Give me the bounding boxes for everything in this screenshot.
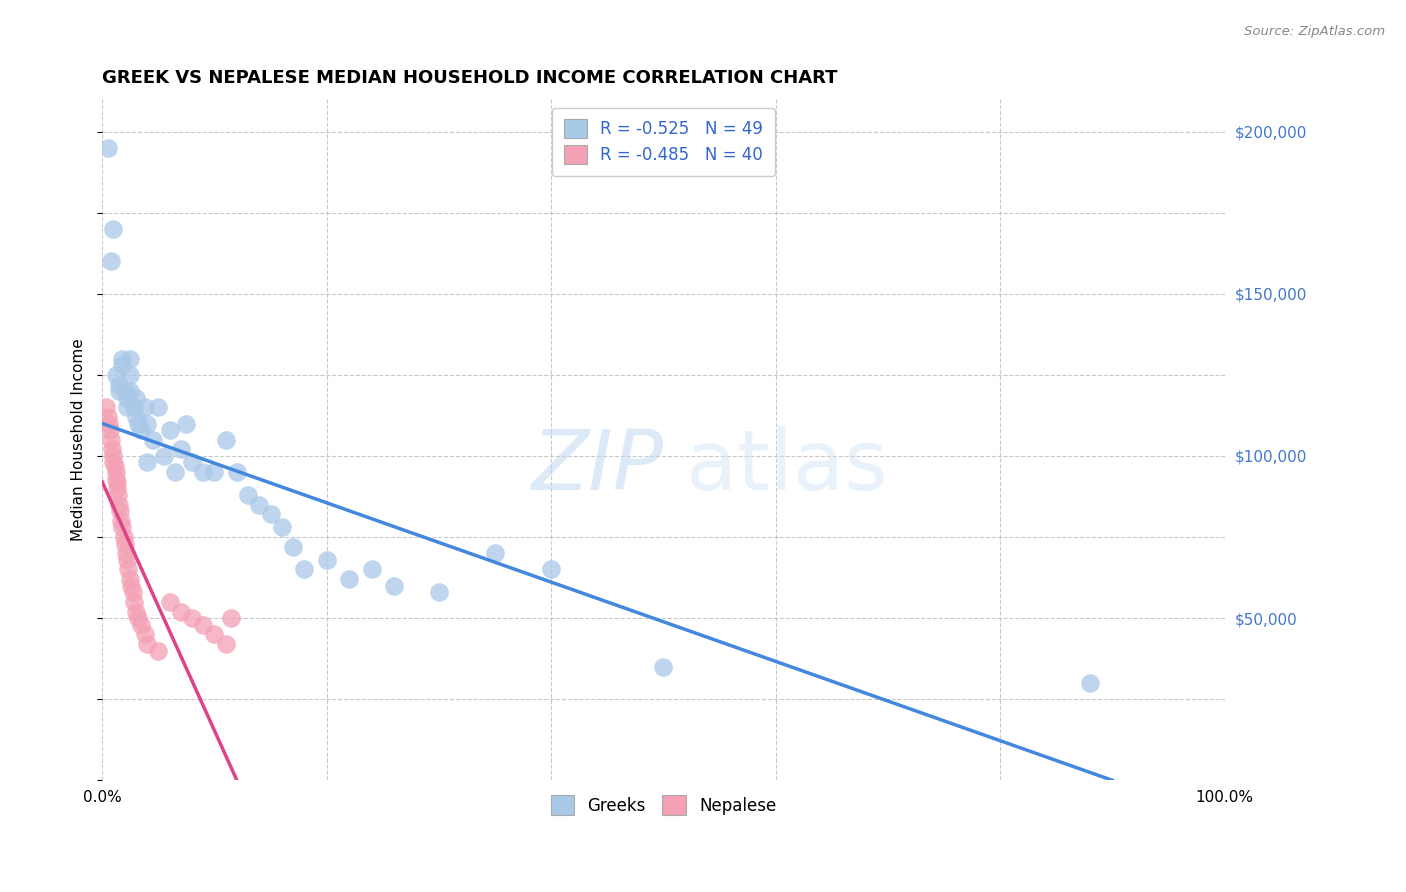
Point: [270, 520, 292, 534]
Point: [153, 449, 176, 463]
Point: [108, 498, 131, 512]
Point: [315, 553, 337, 567]
Text: GREEK VS NEPALESE MEDIAN HOUSEHOLD INCOME CORRELATION CHART: GREEK VS NEPALESE MEDIAN HOUSEHOLD INCOM…: [103, 69, 838, 87]
Point: [108, 377, 131, 392]
Point: [127, 611, 149, 625]
Point: [121, 585, 143, 599]
Point: [105, 475, 128, 489]
Point: [103, 458, 125, 473]
Point: [131, 423, 153, 437]
Point: [652, 660, 675, 674]
Point: [134, 401, 156, 415]
Point: [540, 562, 562, 576]
Point: [193, 617, 215, 632]
Point: [125, 410, 148, 425]
Point: [97, 141, 120, 155]
Point: [122, 595, 145, 609]
Point: [360, 562, 382, 576]
Point: [337, 572, 360, 586]
Point: [108, 504, 131, 518]
Point: [181, 455, 204, 469]
Point: [225, 465, 247, 479]
Point: [104, 465, 127, 479]
Point: [165, 465, 187, 479]
Point: [159, 595, 181, 609]
Point: [120, 351, 142, 366]
Point: [101, 442, 124, 457]
Point: [111, 358, 134, 372]
Point: [97, 417, 120, 431]
Point: [122, 401, 145, 415]
Point: [170, 605, 193, 619]
Point: [484, 546, 506, 560]
Point: [136, 637, 159, 651]
Point: [98, 423, 121, 437]
Point: [148, 643, 170, 657]
Point: [159, 423, 181, 437]
Point: [104, 368, 127, 382]
Text: Source: ZipAtlas.com: Source: ZipAtlas.com: [1244, 25, 1385, 38]
Point: [1078, 676, 1101, 690]
Point: [281, 540, 304, 554]
Point: [97, 410, 120, 425]
Text: ZIP: ZIP: [531, 426, 664, 508]
Text: atlas: atlas: [686, 426, 887, 508]
Point: [176, 417, 198, 431]
Point: [204, 465, 226, 479]
Point: [103, 449, 125, 463]
Point: [148, 401, 170, 415]
Point: [142, 433, 165, 447]
Point: [94, 401, 117, 415]
Point: [103, 455, 125, 469]
Point: [100, 433, 122, 447]
Point: [382, 579, 405, 593]
Point: [100, 254, 122, 268]
Point: [105, 482, 128, 496]
Point: [111, 520, 134, 534]
Y-axis label: Median Household Income: Median Household Income: [72, 338, 86, 541]
Point: [134, 627, 156, 641]
Point: [115, 401, 138, 415]
Legend: Greeks, Nepalese: Greeks, Nepalese: [543, 787, 785, 823]
Point: [292, 562, 315, 576]
Point: [111, 351, 134, 366]
Point: [110, 514, 132, 528]
Point: [219, 611, 242, 625]
Point: [131, 617, 153, 632]
Point: [117, 562, 139, 576]
Point: [114, 384, 136, 398]
Point: [181, 611, 204, 625]
Point: [104, 472, 127, 486]
Point: [215, 433, 238, 447]
Point: [259, 508, 281, 522]
Point: [112, 530, 135, 544]
Point: [170, 442, 193, 457]
Point: [236, 488, 259, 502]
Point: [247, 498, 270, 512]
Point: [108, 384, 131, 398]
Point: [115, 391, 138, 405]
Point: [107, 488, 129, 502]
Point: [136, 455, 159, 469]
Point: [125, 605, 148, 619]
Point: [215, 637, 238, 651]
Point: [127, 417, 149, 431]
Point: [120, 572, 142, 586]
Point: [120, 579, 142, 593]
Point: [120, 384, 142, 398]
Point: [120, 368, 142, 382]
Point: [114, 536, 136, 550]
Point: [136, 417, 159, 431]
Point: [427, 585, 450, 599]
Point: [115, 553, 138, 567]
Point: [193, 465, 215, 479]
Point: [125, 391, 148, 405]
Point: [114, 546, 136, 560]
Point: [103, 222, 125, 236]
Point: [204, 627, 226, 641]
